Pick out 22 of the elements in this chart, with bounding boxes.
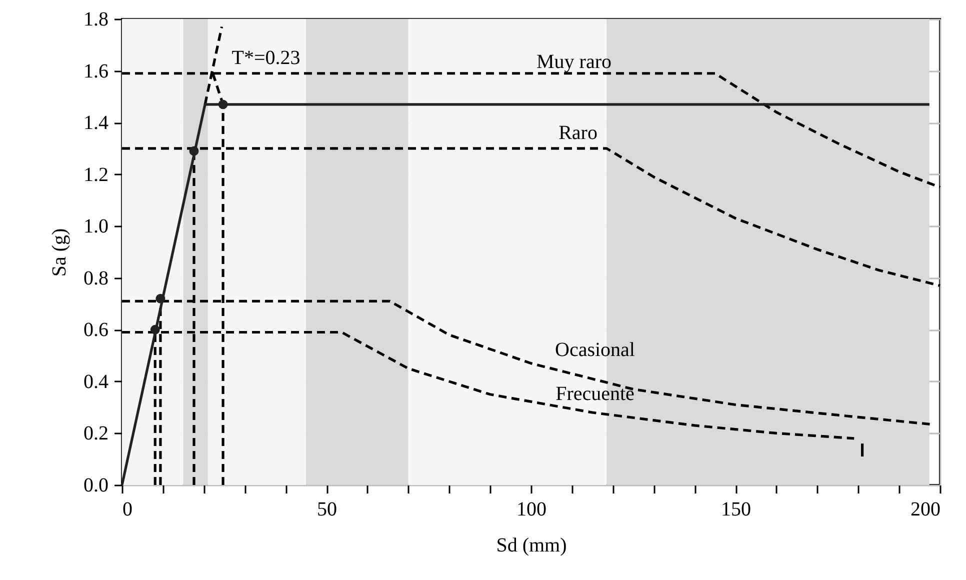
y-tick-label: 1.0	[84, 216, 108, 238]
y-tick-label: 1.8	[84, 8, 108, 30]
annotation: T*=0.23	[232, 47, 300, 69]
x-axis-title: Sd (mm)	[496, 534, 567, 556]
y-tick-label: 0.0	[84, 474, 108, 496]
x-tick-label: 150	[721, 498, 751, 520]
x-tick-label: 100	[516, 498, 546, 520]
y-tick-label: 0.2	[84, 422, 108, 445]
annotation: Muy raro	[536, 51, 612, 73]
annotation: Frecuente	[556, 383, 635, 405]
y-tick-label: 1.4	[84, 112, 108, 134]
annotation: Raro	[558, 122, 598, 144]
x-tick-label: 0	[122, 498, 132, 520]
x-tick-label: 200	[910, 498, 940, 520]
y-tick-label: 0.6	[84, 319, 108, 342]
annotation: Ocasional	[555, 339, 636, 361]
y-axis-title: Sa (g)	[48, 228, 70, 277]
y-tick-label: 1.6	[84, 60, 108, 82]
x-tick-label: 50	[317, 498, 337, 520]
y-tick-label: 1.2	[84, 164, 108, 186]
y-tick-label: 0.8	[84, 267, 108, 290]
y-tick-label: 0.4	[84, 370, 108, 393]
